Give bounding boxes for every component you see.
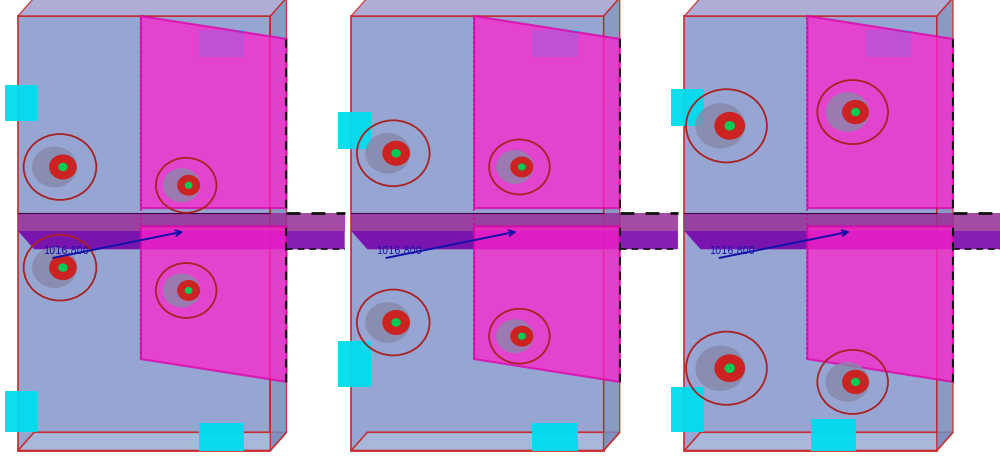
Ellipse shape	[365, 302, 410, 343]
Polygon shape	[141, 226, 286, 382]
Ellipse shape	[842, 100, 869, 124]
Polygon shape	[474, 16, 620, 208]
Polygon shape	[18, 0, 286, 16]
Ellipse shape	[518, 164, 526, 170]
Polygon shape	[351, 0, 620, 16]
Ellipse shape	[825, 92, 869, 132]
Text: 1016.800: 1016.800	[44, 246, 90, 256]
Polygon shape	[684, 0, 953, 16]
Polygon shape	[18, 231, 345, 249]
Ellipse shape	[695, 103, 745, 148]
Ellipse shape	[49, 154, 77, 179]
Bar	[199, 423, 244, 450]
Polygon shape	[604, 0, 620, 450]
Ellipse shape	[851, 108, 860, 116]
Ellipse shape	[365, 133, 410, 174]
Bar	[671, 89, 704, 126]
Bar	[338, 112, 371, 149]
Polygon shape	[351, 231, 678, 249]
Polygon shape	[937, 0, 953, 450]
Ellipse shape	[391, 149, 401, 158]
Ellipse shape	[391, 318, 401, 327]
Ellipse shape	[496, 150, 534, 184]
Ellipse shape	[510, 326, 533, 346]
Ellipse shape	[724, 121, 735, 131]
Polygon shape	[474, 226, 620, 382]
Ellipse shape	[825, 362, 869, 402]
Ellipse shape	[382, 141, 410, 166]
Bar	[532, 30, 578, 57]
Ellipse shape	[851, 378, 860, 386]
Polygon shape	[684, 432, 953, 450]
Polygon shape	[270, 0, 286, 450]
Ellipse shape	[185, 182, 193, 189]
Bar	[199, 30, 244, 57]
Ellipse shape	[714, 112, 745, 140]
Ellipse shape	[163, 274, 200, 308]
Ellipse shape	[32, 247, 77, 288]
Polygon shape	[18, 432, 286, 450]
Polygon shape	[684, 16, 937, 450]
Text: 1016.800: 1016.800	[377, 246, 423, 256]
Ellipse shape	[32, 146, 77, 188]
Ellipse shape	[724, 364, 735, 373]
Polygon shape	[684, 231, 1000, 249]
Polygon shape	[351, 213, 678, 231]
Ellipse shape	[58, 163, 68, 171]
Bar	[5, 391, 37, 432]
Polygon shape	[18, 213, 345, 231]
Polygon shape	[684, 213, 1000, 231]
Bar	[811, 419, 856, 450]
Polygon shape	[351, 16, 604, 450]
Ellipse shape	[163, 168, 200, 202]
Ellipse shape	[714, 354, 745, 382]
Ellipse shape	[842, 370, 869, 394]
Ellipse shape	[695, 346, 745, 391]
Ellipse shape	[177, 280, 200, 301]
Ellipse shape	[510, 157, 533, 177]
Ellipse shape	[177, 175, 200, 196]
Bar	[5, 85, 37, 121]
Ellipse shape	[49, 255, 77, 280]
Bar	[532, 423, 578, 450]
Polygon shape	[807, 226, 953, 382]
Ellipse shape	[518, 333, 526, 340]
Polygon shape	[807, 16, 953, 208]
Bar	[866, 30, 911, 57]
Bar	[338, 341, 371, 387]
Polygon shape	[141, 16, 286, 208]
Ellipse shape	[496, 319, 534, 353]
Ellipse shape	[382, 310, 410, 335]
Bar	[671, 387, 704, 432]
Ellipse shape	[58, 263, 68, 272]
Ellipse shape	[185, 287, 193, 294]
Text: 1016.800: 1016.800	[710, 246, 756, 256]
Polygon shape	[18, 16, 270, 450]
Polygon shape	[351, 432, 620, 450]
